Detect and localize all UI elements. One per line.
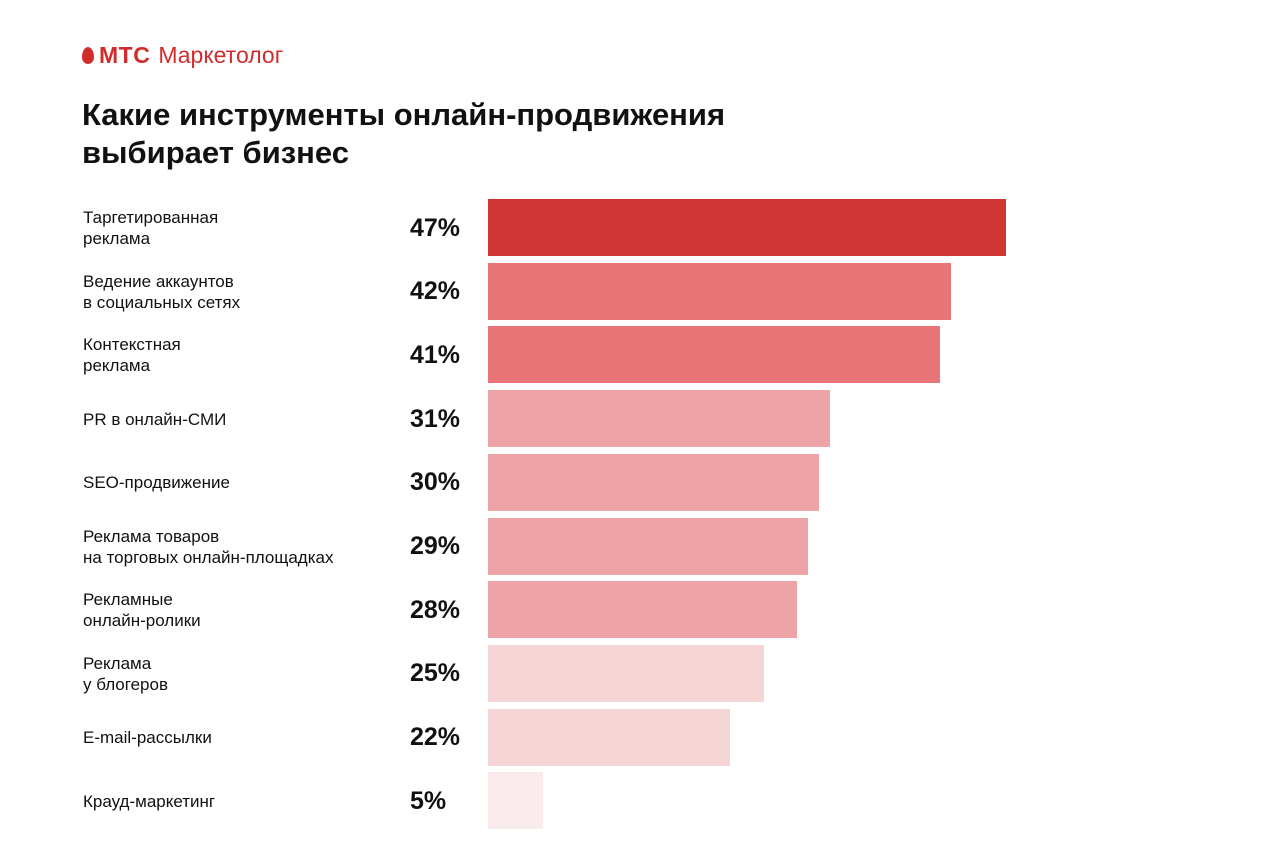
category-label: Ведение аккаунтов в социальных сетях — [83, 271, 241, 312]
bar-row: Таргетированная реклама 47% — [0, 199, 1280, 257]
bar — [488, 517, 808, 575]
category-label: E-mail-рассылки — [83, 728, 212, 748]
bar-row: Реклама у блогеров 25% — [0, 644, 1280, 703]
bar-row: PR в онлайн-СМИ 31% — [0, 390, 1280, 448]
logo-product: Маркетолог — [158, 42, 284, 68]
bar — [488, 453, 819, 511]
bar-row: Контекстная реклама 41% — [0, 326, 1280, 384]
category-label: Контекстная реклама — [83, 335, 181, 376]
category-label: Реклама товаров на торговых онлайн-площа… — [83, 526, 334, 567]
logo: МТС Маркетолог — [82, 42, 283, 69]
bar — [488, 262, 951, 320]
bar — [488, 199, 1006, 256]
value-label: 47% — [410, 213, 461, 242]
value-label: 22% — [410, 723, 461, 752]
value-label: 29% — [410, 532, 461, 560]
bar — [488, 581, 797, 639]
category-label: Реклама у блогеров — [83, 653, 168, 694]
bar-row: Реклама товаров на торговых онлайн-площа… — [0, 517, 1280, 576]
bar-row: SEO-продвижение 30% — [0, 453, 1280, 512]
bar-row: Рекламные онлайн-ролики 28% — [0, 581, 1280, 639]
value-label: 41% — [410, 340, 461, 369]
bar-row: E-mail-рассылки 22% — [0, 708, 1280, 767]
value-label: 28% — [410, 595, 461, 624]
category-label: SEO-продвижение — [83, 473, 230, 493]
bar-row: Ведение аккаунтов в социальных сетях 42% — [0, 262, 1280, 321]
category-label: Крауд-маркетинг — [83, 791, 216, 811]
mts-egg-icon — [82, 47, 94, 64]
category-label: Таргетированная реклама — [83, 208, 219, 248]
value-label: 30% — [410, 468, 461, 497]
bar-row: Крауд-маркетинг 5% — [0, 772, 1280, 830]
bar — [488, 390, 830, 448]
value-label: 31% — [410, 404, 461, 433]
bar — [488, 772, 544, 830]
category-label: Рекламные онлайн-ролики — [83, 590, 201, 631]
value-label: 5% — [410, 786, 447, 815]
bar — [488, 708, 731, 766]
value-label: 25% — [410, 659, 461, 688]
chart-title: Какие инструменты онлайн-продвижения выб… — [82, 97, 726, 170]
category-label: PR в онлайн-СМИ — [83, 409, 227, 429]
value-label: 42% — [410, 277, 461, 306]
bar — [488, 644, 764, 702]
logo-brand: МТС — [99, 42, 151, 68]
bar — [488, 326, 940, 384]
